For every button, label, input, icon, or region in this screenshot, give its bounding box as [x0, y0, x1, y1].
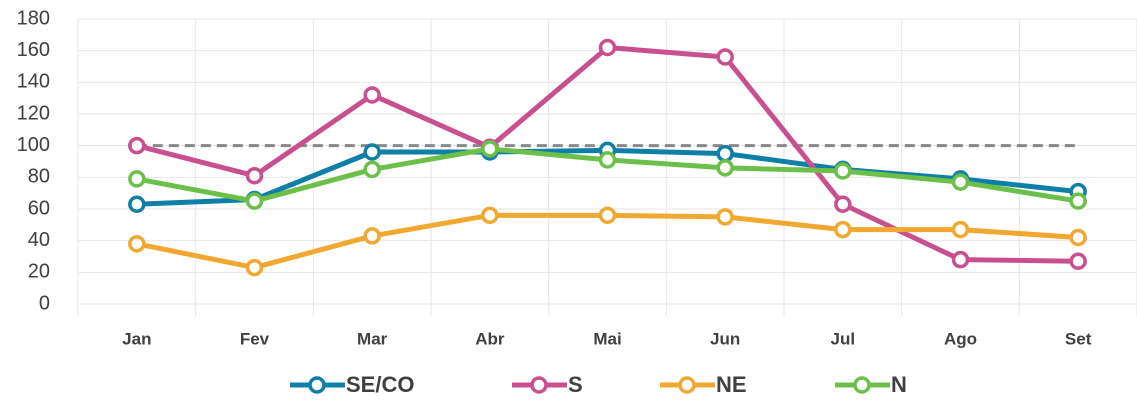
point — [951, 173, 970, 191]
legend-label: SE/CO — [346, 372, 414, 397]
point — [481, 140, 499, 158]
point — [834, 220, 852, 239]
legend-marker — [853, 376, 871, 394]
point — [1069, 228, 1087, 247]
x-tick-label: Mai — [593, 329, 621, 348]
point — [128, 136, 146, 155]
x-tick-label: Jun — [710, 329, 740, 348]
point — [363, 227, 381, 245]
x-tick-label: Ago — [944, 329, 977, 348]
legend-label: NE — [716, 372, 747, 397]
y-tick-label: 120 — [17, 102, 50, 124]
y-tick-label: 60 — [28, 197, 50, 219]
y-tick-label: 140 — [17, 71, 50, 93]
x-tick-label: Mar — [357, 329, 388, 348]
point — [834, 195, 852, 213]
point — [481, 206, 499, 225]
y-tick-label: 80 — [28, 166, 50, 188]
point — [245, 167, 264, 185]
y-tick-label: 0 — [39, 292, 50, 314]
point — [128, 235, 146, 253]
legend-marker — [678, 376, 696, 394]
legend-marker — [308, 376, 326, 394]
point — [128, 195, 146, 213]
point — [834, 162, 852, 180]
y-tick-label: 20 — [28, 261, 50, 283]
x-tick-label: Jan — [122, 329, 151, 348]
point — [951, 220, 970, 239]
y-tick-label: 160 — [17, 39, 50, 61]
point — [716, 208, 734, 226]
point — [1069, 192, 1087, 210]
y-tick-label: 180 — [17, 7, 50, 29]
legend-label: N — [891, 372, 907, 397]
legend-label: S — [568, 372, 583, 397]
point — [716, 144, 734, 163]
point — [363, 86, 381, 104]
point — [716, 48, 734, 66]
x-tick-label: Set — [1065, 329, 1092, 348]
point — [598, 38, 617, 57]
point — [363, 143, 381, 161]
legend-marker — [530, 376, 548, 394]
point — [245, 192, 264, 210]
x-tick-label: Abr — [475, 329, 505, 348]
point — [598, 206, 617, 225]
point — [245, 258, 264, 277]
x-tick-label: Fev — [240, 329, 270, 348]
point — [363, 160, 381, 179]
point — [598, 151, 617, 169]
y-tick-label: 40 — [28, 229, 50, 251]
y-tick-label: 100 — [17, 134, 50, 156]
point — [128, 170, 146, 188]
point — [716, 159, 734, 177]
x-tick-label: Jul — [831, 329, 856, 348]
point — [951, 250, 970, 269]
point — [1069, 252, 1087, 270]
